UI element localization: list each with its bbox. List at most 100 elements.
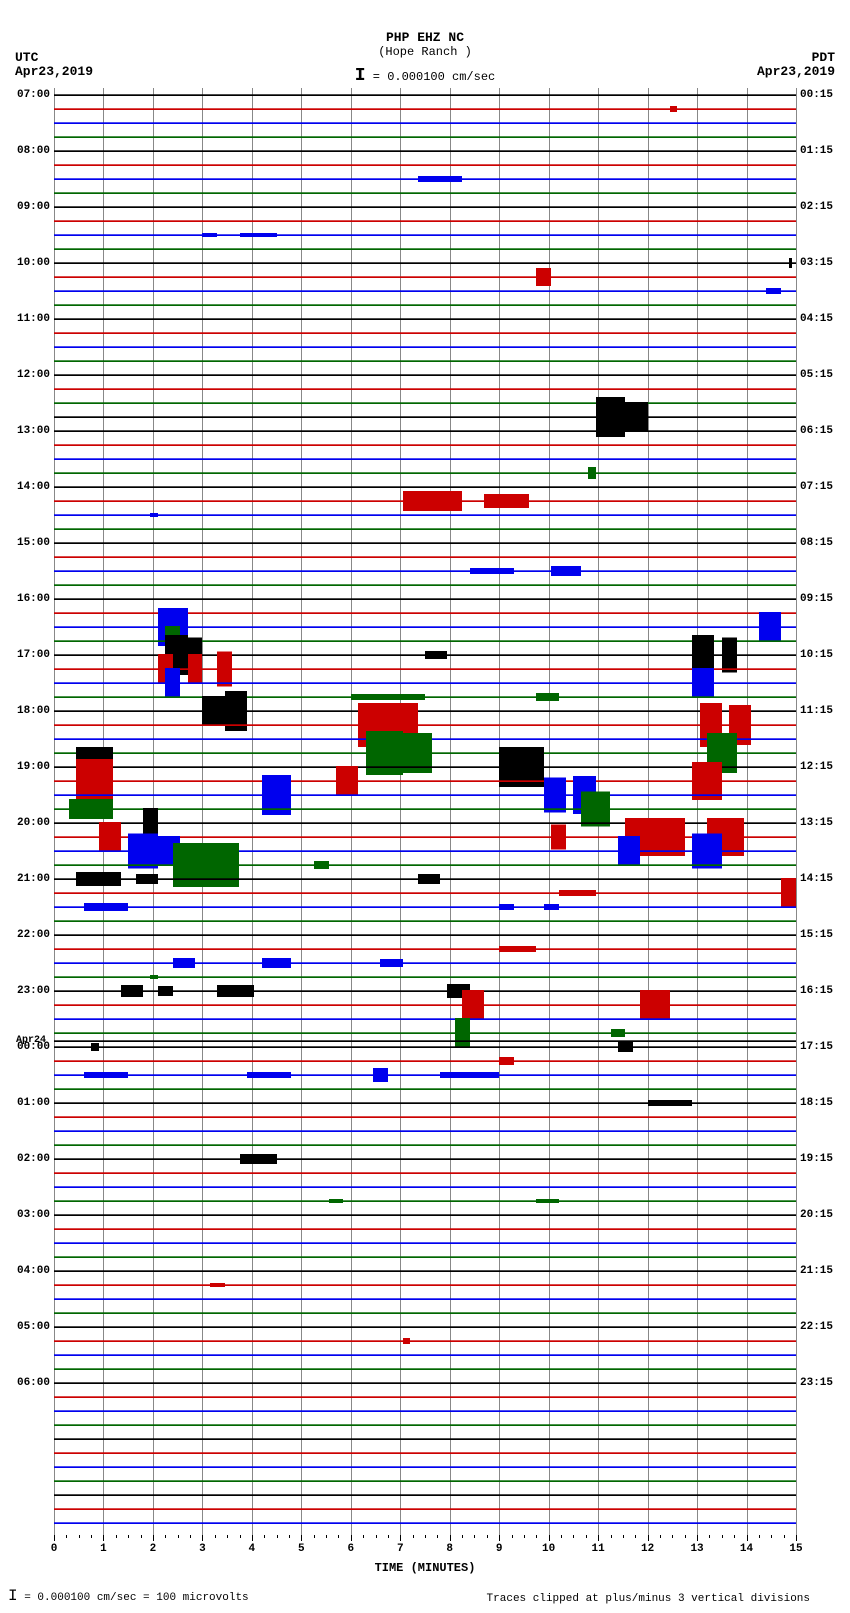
x-tick-minor	[178, 1535, 179, 1538]
x-tick-major	[301, 1535, 302, 1541]
seismic-spike	[262, 958, 292, 968]
trace-noise	[54, 962, 796, 964]
x-tick-major	[747, 1535, 748, 1541]
footer-right: Traces clipped at plus/minus 3 vertical …	[487, 1593, 810, 1605]
trace-row	[54, 382, 796, 396]
x-tick-minor	[623, 1535, 624, 1538]
seismic-spike	[403, 1338, 410, 1344]
x-tick-minor	[240, 1535, 241, 1538]
pdt-time-label: 01:15	[800, 144, 844, 158]
trace-noise	[54, 1312, 796, 1314]
utc-time-label: 06:00	[6, 1376, 50, 1390]
pdt-time-label: 13:15	[800, 816, 844, 830]
trace-row	[54, 172, 796, 186]
trace-noise	[54, 388, 796, 390]
x-tick-minor	[91, 1535, 92, 1538]
pdt-time-label: 16:15	[800, 984, 844, 998]
trace-row	[54, 1194, 796, 1208]
trace-row	[54, 550, 796, 564]
seismic-spike	[91, 1043, 98, 1051]
trace-row	[54, 1250, 796, 1264]
trace-row	[54, 1390, 796, 1404]
seismic-spike	[418, 176, 463, 182]
trace-row: 22:0015:15	[54, 928, 796, 942]
utc-time-label: 23:00	[6, 984, 50, 998]
x-tick-label: 13	[690, 1543, 703, 1555]
trace-row: 00:0017:15	[54, 1040, 796, 1054]
trace-noise	[54, 528, 796, 530]
x-tick-label: 11	[592, 1543, 605, 1555]
trace-noise	[54, 1046, 796, 1048]
seismic-spike	[84, 903, 129, 911]
x-tick-label: 2	[150, 1543, 157, 1555]
seismic-spike	[418, 874, 440, 884]
trace-noise	[54, 108, 796, 110]
trace-noise	[54, 1186, 796, 1188]
x-tick-minor	[66, 1535, 67, 1538]
trace-noise	[54, 1326, 796, 1328]
utc-time-label: 12:00	[6, 368, 50, 382]
trace-row	[54, 186, 796, 200]
trace-noise	[54, 934, 796, 936]
trace-noise	[54, 1228, 796, 1230]
trace-noise	[54, 794, 796, 796]
station-code: PHP EHZ NC	[0, 30, 850, 45]
x-tick-minor	[388, 1535, 389, 1538]
x-tick-label: 7	[397, 1543, 404, 1555]
x-tick-minor	[215, 1535, 216, 1538]
trace-row: 13:0006:15	[54, 424, 796, 438]
trace-noise	[54, 262, 796, 264]
trace-row: 20:0013:15	[54, 816, 796, 830]
trace-noise	[54, 1452, 796, 1454]
trace-row: 08:0001:15	[54, 144, 796, 158]
trace-row	[54, 1404, 796, 1418]
x-tick-label: 5	[298, 1543, 305, 1555]
trace-row	[54, 1110, 796, 1124]
seismic-spike	[150, 975, 157, 979]
utc-time-label: 14:00	[6, 480, 50, 494]
trace-row	[54, 1138, 796, 1152]
trace-noise	[54, 94, 796, 96]
trace-row: 06:0023:15	[54, 1376, 796, 1390]
pdt-time-label: 12:15	[800, 760, 844, 774]
trace-row	[54, 158, 796, 172]
trace-noise	[54, 724, 796, 726]
scale-text: = 0.000100 cm/sec	[373, 70, 495, 84]
x-tick-minor	[709, 1535, 710, 1538]
x-tick-major	[103, 1535, 104, 1541]
x-tick-label: 6	[347, 1543, 354, 1555]
trace-row	[54, 1306, 796, 1320]
trace-row	[54, 1278, 796, 1292]
seismic-spike	[202, 233, 217, 237]
seismic-spike	[240, 233, 277, 237]
trace-noise	[54, 332, 796, 334]
trace-noise	[54, 976, 796, 978]
x-tick-minor	[722, 1535, 723, 1538]
seismic-spike	[136, 874, 158, 884]
trace-row	[54, 858, 796, 872]
trace-row	[54, 1292, 796, 1306]
trace-row: 01:0018:15	[54, 1096, 796, 1110]
trace-noise	[54, 220, 796, 222]
trace-noise	[54, 1466, 796, 1468]
trace-row	[54, 354, 796, 368]
x-tick-minor	[759, 1535, 760, 1538]
trace-noise	[54, 136, 796, 138]
trace-noise	[54, 248, 796, 250]
x-tick-minor	[685, 1535, 686, 1538]
x-tick-minor	[635, 1535, 636, 1538]
trace-row	[54, 102, 796, 116]
trace-row: 23:0016:15	[54, 984, 796, 998]
trace-row: 02:0019:15	[54, 1152, 796, 1166]
utc-time-label: 22:00	[6, 928, 50, 942]
trace-noise	[54, 346, 796, 348]
utc-time-label: 10:00	[6, 256, 50, 270]
trace-noise	[54, 1522, 796, 1524]
trace-noise	[54, 1158, 796, 1160]
trace-row: 12:0005:15	[54, 368, 796, 382]
pdt-time-label: 07:15	[800, 480, 844, 494]
seismic-spike	[588, 467, 595, 479]
trace-row	[54, 1474, 796, 1488]
seismic-spike	[373, 1068, 388, 1082]
x-tick-minor	[660, 1535, 661, 1538]
